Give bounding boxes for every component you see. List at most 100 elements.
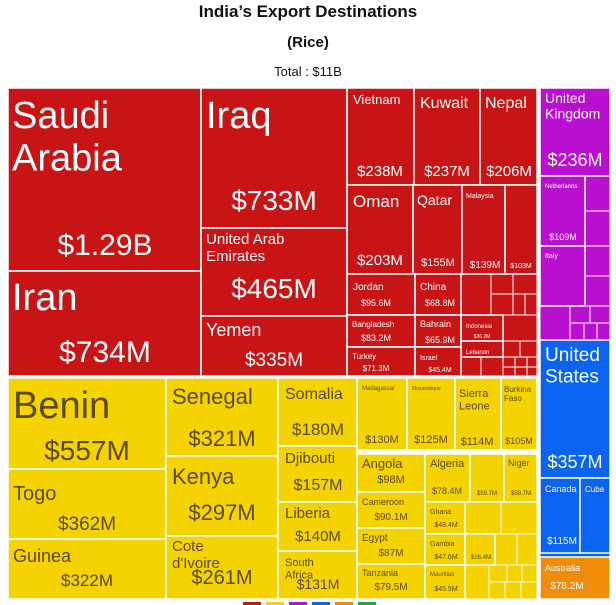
treemap-cell-rect <box>503 453 538 503</box>
cell-value: $98M <box>377 474 405 486</box>
treemap-cell: Liberia $140M <box>277 501 358 552</box>
treemap-cell-rect <box>539 245 586 307</box>
treemap-minor-cell <box>502 314 538 342</box>
cell-value: $237M <box>424 163 470 180</box>
treemap-cell-rect <box>277 550 358 600</box>
cell-value: $45.5M <box>434 586 458 593</box>
treemap-cell: Djibouti $157M <box>277 445 358 503</box>
legend-swatch[interactable] <box>243 602 261 605</box>
treemap-cell-rect <box>165 455 279 537</box>
treemap-cell-rect <box>413 87 481 186</box>
treemap-minor-cell <box>506 564 523 583</box>
treemap-cell-rect <box>200 227 348 317</box>
cell-name: Australia <box>545 563 580 573</box>
cell-name: United Arab <box>206 231 284 248</box>
treemap-cell-rect <box>460 314 504 342</box>
treemap-cell: Netherlands $109M <box>539 175 586 247</box>
cell-value: $238M <box>357 163 403 180</box>
treemap-minor-cell <box>490 293 514 316</box>
treemap-minor-cell <box>490 273 514 295</box>
treemap-cell: Ghana $48.4M <box>424 501 466 535</box>
legend-swatch[interactable] <box>266 602 284 605</box>
treemap-cell-rect <box>414 273 462 316</box>
treemap-cell: Malaysia $139M <box>461 184 506 275</box>
treemap-cell-rect <box>504 184 538 275</box>
treemap-cell: Senegal $321M <box>165 377 279 457</box>
cell-value: $36.2M <box>474 334 491 340</box>
treemap-cell-rect <box>424 501 466 535</box>
treemap-cell: Mauritius $45.5M <box>424 564 466 600</box>
treemap-cell: Qatar $155M <box>412 184 463 275</box>
cell-name: Iran <box>12 277 77 319</box>
treemap-minor-cell <box>504 581 522 600</box>
treemap-cell-rect <box>346 184 414 275</box>
cell-name: Indonesia <box>466 324 493 330</box>
cell-name: Nepal <box>485 95 527 112</box>
legend-swatch[interactable] <box>289 602 307 605</box>
treemap-cell-rect <box>414 314 462 348</box>
treemap-minor-cell <box>521 564 538 583</box>
cell-name: Italy <box>545 253 558 260</box>
treemap-cell: Somalia $180M <box>277 377 358 447</box>
cell-value: $362M <box>58 514 116 535</box>
cell-value: $59.7M <box>511 491 531 497</box>
cell-name: Mauritius <box>430 572 454 578</box>
treemap-cell: Niger $59.7M <box>503 453 538 503</box>
legend-swatch[interactable] <box>358 602 376 605</box>
treemap-cell-rect <box>479 87 538 186</box>
cell-value: $45.4M <box>428 367 452 374</box>
cell-value: $125M <box>414 434 448 446</box>
cell-name: Yemen <box>206 320 261 340</box>
cell-name: Togo <box>13 483 56 505</box>
cell-value: $90.1M <box>374 512 407 523</box>
cell-name: Arabia <box>12 138 123 180</box>
treemap-cell: $59.7M <box>469 453 505 503</box>
cell-value: $79.5M <box>374 582 407 593</box>
cell-name: Kuwait <box>420 95 469 112</box>
cell-value: $203M <box>357 252 403 269</box>
treemap-cell-rect <box>200 315 348 377</box>
treemap-cell: Italy <box>539 245 586 307</box>
cell-value: $83.2M <box>361 333 391 343</box>
cell-value: $357M <box>547 452 602 472</box>
treemap-minor-cell <box>519 340 538 358</box>
cell-value: $297M <box>188 500 255 525</box>
cell-value: $335M <box>245 350 303 371</box>
treemap-minor-cell <box>584 275 611 307</box>
treemap-minor-cell <box>512 293 526 316</box>
cell-value: $321M <box>188 426 255 451</box>
legend-swatch[interactable] <box>312 602 330 605</box>
cell-name: China <box>420 282 447 293</box>
cell-name: United <box>545 345 600 366</box>
treemap-cell: $26.4M <box>464 533 496 566</box>
treemap-minor-cell <box>569 305 591 324</box>
treemap-minor-cell <box>502 340 521 358</box>
treemap-cell: Angola $98M <box>356 453 426 493</box>
treemap-cell-rect <box>464 533 496 566</box>
cell-value: $130M <box>365 434 399 446</box>
treemap-minor-cell <box>583 322 598 341</box>
legend-swatch[interactable] <box>335 602 353 605</box>
treemap-cell: Iran $734M <box>7 270 202 377</box>
cell-value: $47.6M <box>434 554 458 561</box>
cell-value: $59.7M <box>477 491 497 497</box>
treemap-cell: Madagascar $130M <box>356 377 408 451</box>
cell-value: $109M <box>549 232 577 242</box>
cell-value: $157M <box>294 477 343 494</box>
treemap-minor-cell <box>520 581 538 600</box>
treemap-cell-rect <box>539 477 581 554</box>
treemap-cell: Iraq $733M <box>200 87 348 229</box>
treemap-minor-cell <box>584 210 611 247</box>
treemap-cell: Bangladesh $83.2M <box>346 314 416 348</box>
treemap-cell: Togo$362M <box>7 468 167 540</box>
treemap-cell: $103M <box>504 184 538 275</box>
treemap-minor-cell <box>514 356 528 368</box>
chart-subtitle: (Rice) <box>287 34 329 51</box>
treemap-cell: Egypt $87M <box>356 527 426 565</box>
cell-value: $114M <box>461 436 494 448</box>
cell-name: Bangladesh <box>352 320 394 329</box>
cell-name: Senegal <box>172 384 253 409</box>
cell-value: $733M <box>231 185 317 216</box>
cell-value: $236M <box>547 150 602 170</box>
